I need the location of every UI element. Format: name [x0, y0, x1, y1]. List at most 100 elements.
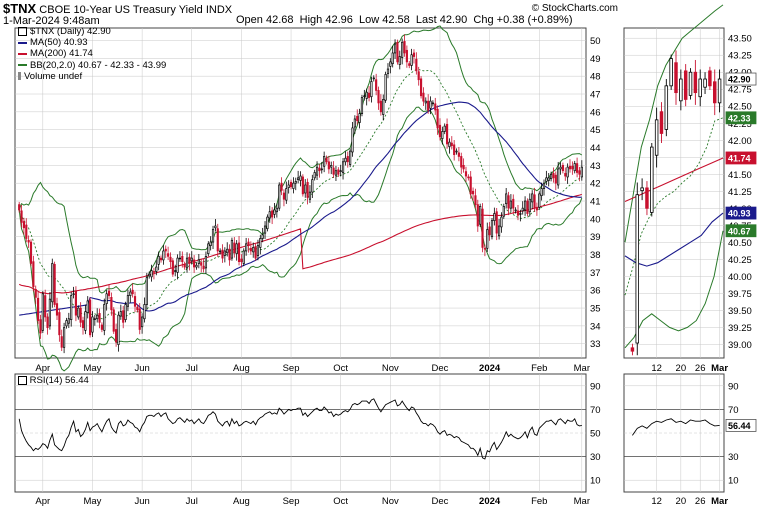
price-candle — [240, 258, 243, 263]
zoom-candle — [630, 347, 635, 352]
price-candle — [181, 255, 184, 263]
main-y-tick-label: 38 — [590, 250, 601, 261]
price-candle — [299, 175, 302, 181]
price-candle — [434, 103, 437, 111]
rsi-y-tick-label: 50 — [590, 429, 601, 440]
price-candle — [219, 250, 222, 253]
price-candle — [464, 171, 468, 177]
zoom-y-tick-label: 40.00 — [728, 272, 752, 283]
price-candle — [474, 195, 477, 205]
price-candle — [417, 71, 420, 81]
price-candle — [315, 166, 319, 176]
price-candle — [545, 177, 548, 182]
price-candle — [119, 311, 122, 317]
price-candle — [497, 225, 501, 237]
price-candle — [216, 228, 219, 252]
rsi-x-tick-label: 2024 — [479, 496, 501, 507]
price-candle — [377, 90, 380, 104]
zoom-ma50-line — [624, 212, 724, 267]
price-candle — [145, 277, 148, 305]
price-candle — [171, 260, 174, 275]
zoom-candle — [698, 78, 702, 98]
zoom-rsi-x-tick-label: 20 — [676, 496, 687, 507]
price-candle — [483, 247, 486, 250]
main-x-tick-label: Oct — [333, 363, 348, 374]
price-candle — [419, 78, 423, 97]
main-x-tick-label: Dec — [432, 363, 449, 374]
price-candle — [353, 118, 356, 128]
price-candle — [188, 256, 191, 264]
price-candle — [22, 221, 25, 229]
price-candle — [237, 242, 241, 263]
price-candle — [351, 127, 354, 153]
price-candle — [554, 174, 557, 184]
legend-item-ma200: MA(200) 41.74 — [18, 48, 166, 59]
price-candle — [344, 157, 347, 163]
price-candle — [190, 257, 193, 262]
main-y-tick-label: 49 — [590, 54, 601, 65]
zoom-candle — [664, 85, 669, 130]
zoom-y-tick-label: 42.25 — [728, 119, 752, 130]
price-candle — [382, 99, 385, 115]
main-y-tick-label: 45 — [590, 125, 601, 136]
price-candle — [566, 166, 569, 178]
legend: $TNX (Daily) 42.90 MA(50) 40.93 MA(200) … — [18, 26, 166, 82]
price-candle — [360, 97, 364, 114]
price-candle — [479, 206, 482, 225]
price-candle — [278, 184, 281, 209]
main-y-tick-label: 40 — [590, 214, 601, 225]
price-candle — [427, 100, 430, 111]
price-candle — [490, 220, 494, 238]
rsi-x-tick-label: Apr — [35, 496, 50, 507]
main-y-tick-label: 34 — [590, 321, 601, 332]
rsi-label-text: RSI(14) 56.44 — [29, 375, 89, 386]
price-candle — [235, 243, 238, 254]
price-candle — [512, 198, 515, 209]
symbol-description: CBOE 10-Year US Treasury Yield — [39, 4, 203, 16]
price-candle — [521, 207, 524, 212]
price-candle — [386, 68, 390, 74]
price-candle — [226, 248, 229, 254]
price-candle — [533, 194, 536, 209]
price-candle — [519, 213, 522, 215]
price-candle — [358, 113, 361, 123]
price-candle — [327, 161, 330, 170]
price-candle — [389, 61, 392, 67]
zoom-y-tick-label: 39.00 — [728, 340, 752, 351]
rsi-label: RSI(14) 56.44 — [18, 375, 89, 386]
price-candle — [46, 316, 49, 329]
price-candle — [157, 255, 160, 265]
price-candle — [207, 243, 210, 254]
datetime-label: 1-Mar-2024 9:48am — [3, 15, 100, 27]
symbol-label: $TNX — [3, 1, 37, 16]
price-candle — [346, 156, 349, 163]
price-candle — [110, 297, 113, 311]
price-candle — [564, 173, 567, 177]
price-candle — [183, 264, 186, 268]
price-candle — [174, 270, 177, 272]
zoom-y-tick-label: 43.25 — [728, 51, 752, 62]
price-candle — [67, 318, 70, 324]
last-value: 42.90 — [439, 14, 468, 26]
ohlc-readout: Open 42.68 High 42.96 Low 42.58 Last 42.… — [236, 14, 573, 26]
price-candle — [431, 102, 434, 105]
price-candle — [93, 318, 96, 320]
zoom-candle — [688, 71, 693, 96]
main-plot-frame — [14, 27, 587, 359]
price-candle — [129, 291, 132, 296]
price-candle — [384, 74, 387, 101]
price-candle — [287, 184, 290, 188]
price-candle — [436, 108, 439, 129]
last-price-label: 42.90 — [728, 75, 751, 85]
price-candle — [514, 209, 517, 212]
chg-value: +0.38 (+0.89%) — [496, 14, 573, 26]
zoom-rsi-y-tick-label: 90 — [728, 381, 739, 392]
price-candle — [84, 311, 87, 331]
rsi-x-tick-label: Feb — [531, 496, 547, 507]
zoom-bb-lower-band — [624, 230, 724, 349]
price-candle — [559, 166, 562, 170]
price-candle — [424, 100, 427, 104]
price-candle — [230, 239, 234, 259]
price-candle — [443, 125, 446, 132]
ma50-value-label-box — [725, 206, 757, 220]
